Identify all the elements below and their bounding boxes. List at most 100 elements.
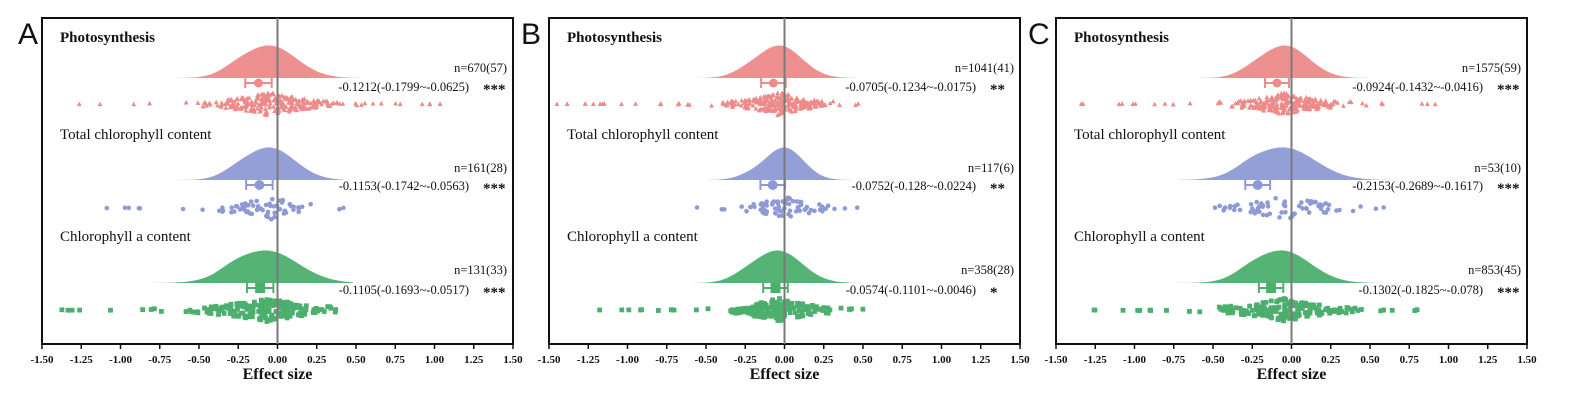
data-point bbox=[1348, 306, 1354, 312]
significance-stars: *** bbox=[1497, 285, 1520, 301]
data-point bbox=[747, 100, 753, 106]
data-point bbox=[279, 99, 285, 105]
data-point bbox=[1310, 305, 1316, 310]
data-point bbox=[789, 300, 795, 306]
data-point bbox=[779, 93, 784, 99]
data-point bbox=[768, 94, 774, 100]
panel-b: B -1.50 -1.25 -1.00 -0.75 -0.50 -0.25 0.00 0.25 0… bbox=[521, 17, 1030, 383]
data-point bbox=[1262, 100, 1268, 106]
data-point bbox=[1306, 96, 1311, 102]
data-point bbox=[243, 102, 249, 107]
data-point bbox=[746, 310, 752, 316]
panel-a: A -1.50 -1.25 -1.00 -0.75 -0.50 -0.25 0.00 0.25 0… bbox=[18, 17, 523, 383]
data-point bbox=[243, 201, 248, 206]
data-point bbox=[244, 304, 250, 310]
data-point bbox=[779, 309, 784, 314]
data-point bbox=[255, 105, 260, 111]
data-point bbox=[258, 206, 264, 212]
data-point bbox=[370, 101, 376, 106]
data-point bbox=[294, 107, 299, 113]
x-tick-label: -1.00 bbox=[109, 354, 132, 366]
data-point bbox=[216, 312, 221, 317]
data-point bbox=[272, 298, 278, 304]
data-point bbox=[1283, 209, 1288, 215]
data-point bbox=[276, 311, 282, 316]
data-point bbox=[272, 316, 278, 321]
data-point bbox=[301, 309, 306, 315]
data-point bbox=[775, 101, 780, 107]
data-point bbox=[756, 313, 761, 319]
data-point bbox=[1217, 203, 1222, 209]
data-point bbox=[675, 101, 681, 107]
data-point bbox=[1339, 309, 1345, 314]
data-point bbox=[208, 304, 214, 310]
data-point bbox=[1360, 100, 1365, 106]
data-point bbox=[1308, 302, 1314, 308]
data-point bbox=[1293, 109, 1299, 114]
data-point bbox=[298, 306, 304, 311]
x-tick-label: -1.00 bbox=[1123, 354, 1146, 366]
data-point bbox=[1252, 313, 1258, 319]
data-point bbox=[131, 101, 137, 107]
data-point bbox=[1352, 305, 1358, 311]
data-point bbox=[787, 208, 793, 213]
data-point bbox=[1276, 315, 1281, 321]
x-tick-label: 0.50 bbox=[1360, 354, 1380, 366]
data-point bbox=[1227, 304, 1233, 310]
data-point bbox=[1297, 102, 1303, 108]
data-point bbox=[779, 305, 785, 311]
data-point bbox=[820, 204, 825, 210]
significance-stars: *** bbox=[483, 285, 506, 301]
data-point bbox=[286, 96, 292, 102]
data-point bbox=[1215, 100, 1221, 106]
data-point bbox=[282, 103, 287, 109]
data-point bbox=[1230, 310, 1235, 316]
data-point bbox=[1116, 101, 1122, 107]
data-point bbox=[1313, 305, 1319, 311]
data-point bbox=[302, 100, 308, 106]
data-point bbox=[1273, 106, 1279, 112]
data-point bbox=[227, 311, 233, 316]
data-point bbox=[1313, 199, 1318, 205]
mean-marker bbox=[770, 283, 781, 293]
data-point bbox=[597, 101, 603, 106]
data-point bbox=[785, 103, 791, 108]
data-point bbox=[602, 101, 607, 106]
data-point bbox=[290, 306, 296, 312]
n-label: n=1041(41) bbox=[955, 61, 1014, 75]
data-point bbox=[258, 297, 264, 303]
data-point bbox=[820, 102, 826, 107]
data-point bbox=[800, 313, 806, 319]
data-point bbox=[269, 312, 275, 318]
data-point bbox=[1224, 304, 1230, 310]
data-point bbox=[749, 308, 754, 314]
data-point bbox=[319, 101, 325, 107]
x-tick-label: 1.50 bbox=[1517, 354, 1537, 366]
data-point bbox=[204, 103, 209, 108]
x-tick-label: -1.25 bbox=[577, 354, 600, 366]
data-point bbox=[219, 100, 225, 105]
data-point bbox=[1332, 98, 1338, 104]
data-point bbox=[126, 205, 132, 211]
data-point bbox=[796, 205, 801, 210]
data-point bbox=[267, 201, 272, 207]
data-point bbox=[252, 299, 257, 305]
data-point bbox=[281, 304, 287, 310]
data-point bbox=[1412, 308, 1418, 313]
data-point bbox=[825, 203, 831, 208]
density-cloud bbox=[552, 45, 871, 78]
data-point bbox=[740, 306, 746, 311]
data-point bbox=[838, 305, 844, 311]
data-point bbox=[1233, 305, 1239, 311]
data-point bbox=[263, 108, 269, 114]
data-point bbox=[757, 305, 762, 311]
data-point bbox=[639, 307, 644, 313]
data-point bbox=[59, 307, 65, 313]
data-point bbox=[245, 209, 250, 214]
data-point bbox=[1187, 309, 1192, 314]
data-point bbox=[234, 301, 240, 307]
data-point bbox=[229, 210, 234, 215]
density-cloud bbox=[1079, 45, 1462, 78]
series-label: Total chlorophyll content bbox=[567, 127, 719, 143]
panel-c: C -1.50 -1.25 -1.00 -0.75 -0.50 -0.25 0.00 0.25 0… bbox=[1028, 17, 1537, 383]
